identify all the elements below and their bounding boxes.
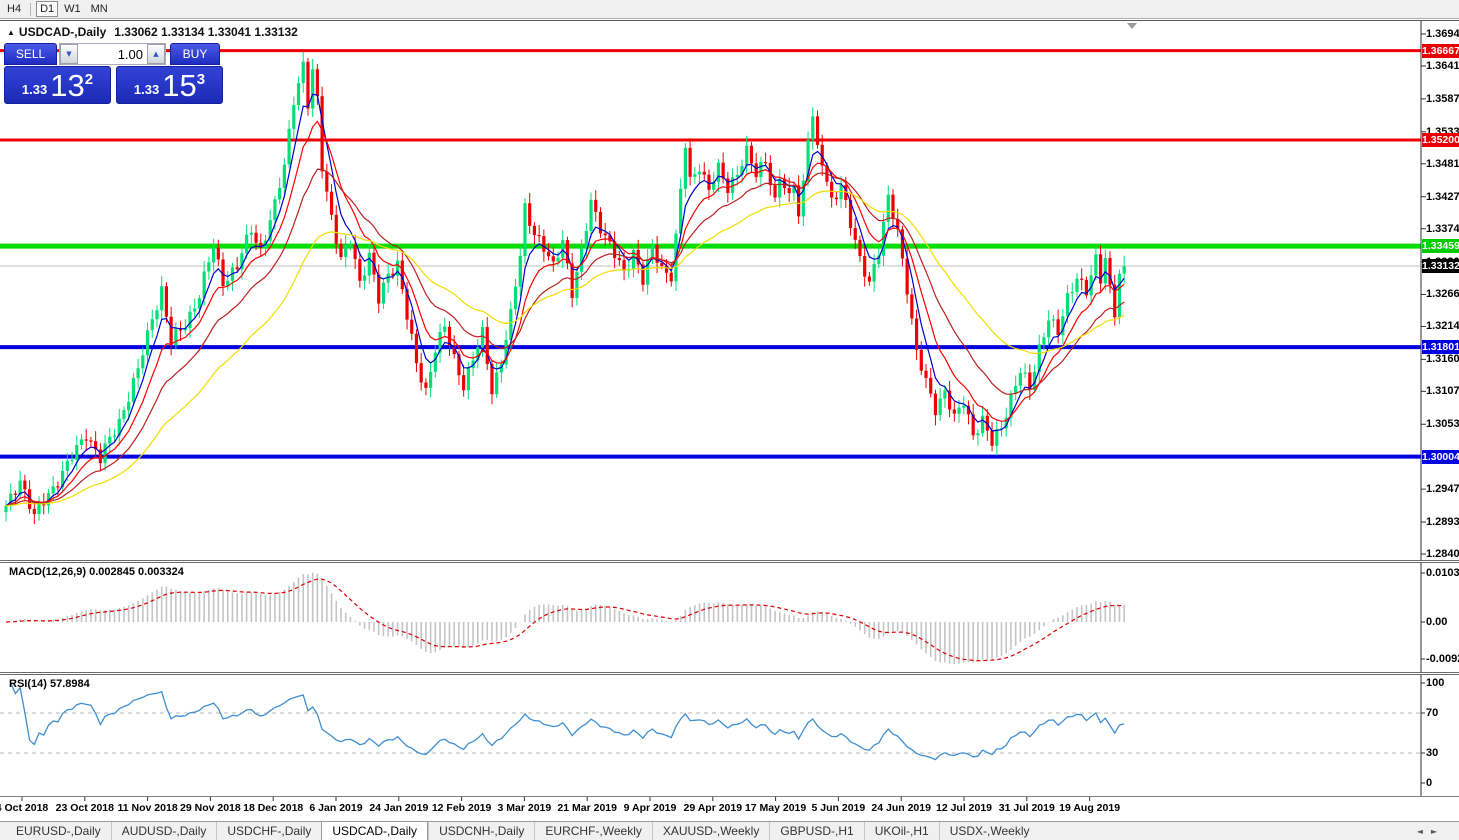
macd-indicator-label: MACD(12,26,9) 0.002845 0.003324 — [9, 566, 184, 578]
volume-input[interactable] — [78, 44, 147, 64]
panel-separator — [0, 796, 1459, 797]
date-axis-label: 24 Jun 2019 — [871, 802, 931, 814]
buy-price-fraction: 3 — [196, 71, 206, 88]
sell-button[interactable]: SELL — [4, 43, 57, 65]
sell-price-button[interactable]: 1.33 13 2 — [4, 66, 111, 104]
buy-price-base: 1.33 — [133, 82, 160, 97]
price-line-badge: 1.35200 — [1422, 133, 1459, 148]
toolbar-separator — [30, 2, 32, 16]
price-axis-tick: 1.33745 — [1426, 222, 1459, 235]
panel-separator[interactable] — [0, 560, 1459, 563]
chart-ohlc-values: 1.33062 1.33134 1.33041 1.33132 — [114, 25, 298, 39]
rsi-axis-tick: 70 — [1426, 707, 1439, 719]
price-axis-tick: 1.32665 — [1426, 288, 1459, 301]
tab-audusd-daily[interactable]: AUDUSD-,Daily — [110, 822, 217, 840]
date-axis-label: 24 Jan 2019 — [369, 802, 429, 814]
date-axis-label: 12 Feb 2019 — [431, 802, 492, 814]
macd-axis-tick: 0.00 — [1426, 616, 1448, 628]
date-axis-label: 19 Aug 2019 — [1059, 802, 1121, 814]
tab-usdchf-daily[interactable]: USDCHF-,Daily — [216, 822, 321, 840]
sell-price-pips: 13 — [50, 67, 85, 103]
date-axis-label: 3 Mar 2019 — [497, 802, 552, 814]
price-line-badge: 1.31801 — [1422, 340, 1459, 355]
date-axis-label: 5 Jun 2019 — [811, 802, 866, 814]
price-axis-tick: 1.36415 — [1426, 59, 1459, 72]
date-axis-label: 18 Dec 2018 — [243, 802, 304, 814]
collapse-triangle-icon[interactable]: ▲ — [7, 28, 15, 37]
tab-ukoil-h1[interactable]: UKOil-,H1 — [863, 822, 939, 840]
rsi-axis-tick: 100 — [1426, 677, 1445, 689]
date-axis-label: 12 Jul 2019 — [935, 802, 993, 814]
date-axis-label: 17 May 2019 — [744, 802, 807, 814]
date-axis-label: 29 Apr 2019 — [683, 802, 743, 814]
price-line-badge: 1.36667 — [1422, 43, 1459, 58]
price-axis-tick: 1.35875 — [1426, 92, 1459, 105]
price-axis-tick: 1.31600 — [1426, 353, 1459, 366]
price-axis-tick: 1.34270 — [1426, 190, 1459, 203]
price-line-badge: 1.30004 — [1422, 449, 1459, 464]
panel-separator[interactable] — [0, 672, 1459, 675]
tab-usdx-weekly[interactable]: USDX-,Weekly — [938, 822, 1040, 840]
price-axis-tick: 1.31075 — [1426, 385, 1459, 398]
tab-eurusd-daily[interactable]: EURUSD-,Daily — [16, 824, 101, 838]
price-axis-tick: 1.28405 — [1426, 548, 1459, 561]
buy-price-button[interactable]: 1.33 15 3 — [116, 66, 223, 104]
chart-symbol-label: USDCAD-,Daily — [18, 25, 107, 39]
date-axis-label: 23 Oct 2018 — [55, 802, 114, 814]
price-axis-tick: 1.30535 — [1426, 418, 1459, 431]
price-axis-tick: 1.28930 — [1426, 516, 1459, 529]
timeframe-button-w1[interactable]: W1 — [64, 3, 81, 15]
price-axis-tick: 1.29470 — [1426, 483, 1459, 496]
rsi-axis-tick: 30 — [1426, 747, 1439, 759]
date-axis-label: 11 Nov 2018 — [117, 802, 178, 814]
sell-price-fraction: 2 — [84, 71, 94, 88]
tab-scroll-controls: ◄ ► — [1417, 822, 1459, 840]
price-axis-tick: 1.34810 — [1426, 157, 1459, 170]
macd-axis-tick: -0.009203 — [1426, 653, 1459, 665]
tab-usdcad-daily[interactable]: USDCAD-,Daily — [321, 821, 429, 840]
date-axis-label: 4 Oct 2018 — [0, 802, 49, 814]
timeframe-toolbar: H4 D1 W1 MN — [0, 0, 1459, 19]
date-axis-label: 21 Mar 2019 — [557, 802, 617, 814]
sell-price-base: 1.33 — [21, 82, 48, 97]
chart-plot[interactable] — [0, 21, 1459, 822]
price-axis-tick: 1.36940 — [1426, 28, 1459, 40]
one-click-trade-panel: SELL ▼ ▲ BUY 1.33 13 2 1.33 15 3 — [4, 43, 224, 104]
chart-tab-bar: EURUSD-,Daily AUDUSD-,Daily USDCHF-,Daily U… — [0, 821, 1459, 840]
buy-price-pips: 15 — [162, 67, 197, 103]
chart-window: ▲ USDCAD-,Daily 1.33062 1.33134 1.33041 1.… — [0, 20, 1459, 821]
tab-gbpusd-h1[interactable]: GBPUSD-,H1 — [769, 822, 863, 840]
tab-eurchf-weekly[interactable]: EURCHF-,Weekly — [534, 822, 651, 840]
date-axis-label: 29 Nov 2018 — [180, 802, 241, 814]
date-axis-label: 31 Jul 2019 — [998, 802, 1055, 814]
rsi-axis-tick: 0 — [1426, 777, 1433, 789]
tab-xauusd-weekly[interactable]: XAUUSD-,Weekly — [651, 822, 769, 840]
volume-increase-icon[interactable]: ▲ — [147, 44, 165, 64]
timeframe-button-h4[interactable]: H4 — [7, 3, 22, 15]
tab-scroll-left-icon[interactable]: ◄ — [1416, 826, 1423, 836]
current-price-badge: 1.33132 — [1422, 259, 1459, 274]
timeframe-button-d1[interactable]: D1 — [36, 1, 59, 17]
tab-scroll-right-icon[interactable]: ► — [1430, 826, 1437, 836]
rsi-indicator-label: RSI(14) 57.8984 — [9, 678, 90, 690]
volume-spinner: ▼ ▲ — [59, 43, 166, 65]
price-line-badge: 1.33459 — [1422, 239, 1459, 254]
date-axis-label: 6 Jan 2019 — [309, 802, 363, 814]
volume-decrease-icon[interactable]: ▼ — [60, 44, 78, 64]
date-axis-label: 9 Apr 2019 — [623, 802, 677, 814]
macd-axis-tick: 0.010311 — [1426, 567, 1459, 579]
buy-button[interactable]: BUY — [170, 43, 220, 65]
price-axis-tick: 1.32140 — [1426, 320, 1459, 333]
tab-usdcnh-daily[interactable]: USDCNH-,Daily — [428, 822, 534, 840]
timeframe-button-mn[interactable]: MN — [90, 3, 108, 15]
chart-shift-marker-icon[interactable] — [1127, 23, 1137, 29]
chart-title: ▲ USDCAD-,Daily 1.33062 1.33134 1.33041 1.… — [7, 25, 298, 39]
